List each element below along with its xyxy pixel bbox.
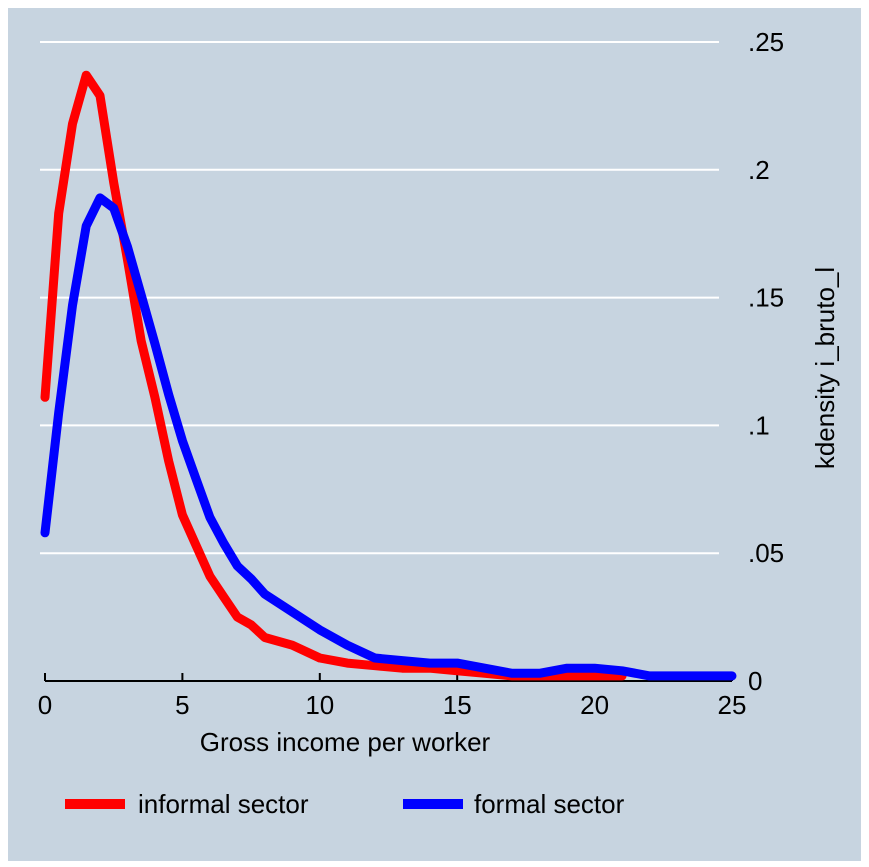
x-tick-label: 10 xyxy=(305,690,334,720)
x-tick-label: 25 xyxy=(718,690,747,720)
x-tick-label: 5 xyxy=(175,690,189,720)
x-axis-title: Gross income per worker xyxy=(200,727,491,757)
legend-label: informal sector xyxy=(138,789,309,819)
y-axis-title: kdensity i_bruto_l xyxy=(810,267,840,469)
y-axis: 0 .05 .1 .15 .2 .25 xyxy=(748,27,784,696)
legend: informal sector formal sector xyxy=(65,789,625,819)
series-lines xyxy=(40,70,737,681)
y-tick-label: .05 xyxy=(748,538,784,568)
x-axis: 0 5 10 15 20 25 xyxy=(38,673,747,720)
series-line-2 xyxy=(40,193,737,681)
gridlines xyxy=(40,41,719,555)
y-tick-label: .1 xyxy=(748,410,770,440)
y-tick-label: .15 xyxy=(748,283,784,313)
series-line-1 xyxy=(40,70,627,681)
x-tick-label: 20 xyxy=(580,690,609,720)
density-chart: 0 .05 .1 .15 .2 .25 0 5 10 15 20 25 Gross income p… xyxy=(38,27,840,819)
chart-frame: 0 .05 .1 .15 .2 .25 0 5 10 15 20 25 Gross income p… xyxy=(8,8,861,861)
y-tick-label: 0 xyxy=(748,666,762,696)
y-tick-label: .25 xyxy=(748,27,784,57)
x-tick-label: 0 xyxy=(38,690,52,720)
y-tick-label: .2 xyxy=(748,155,770,185)
legend-label: formal sector xyxy=(474,789,625,819)
x-tick-label: 15 xyxy=(443,690,472,720)
